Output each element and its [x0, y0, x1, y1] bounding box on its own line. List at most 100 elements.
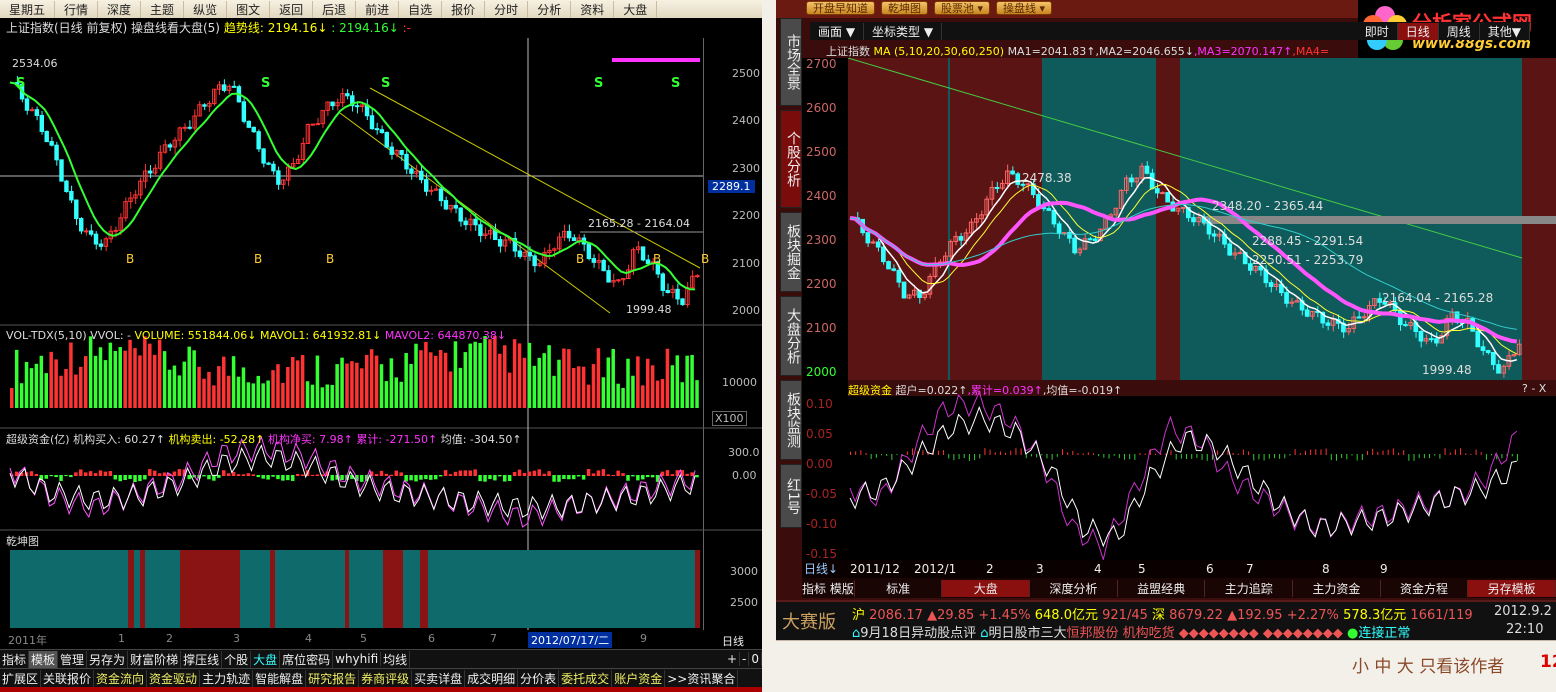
fund-bar: [212, 475, 216, 481]
info-tab[interactable]: 扩展区: [0, 669, 42, 687]
author-links[interactable]: 小 中 大 只看该作者: [1352, 657, 1505, 677]
toolbar-item[interactable]: 其他▼: [1480, 22, 1530, 40]
top-button[interactable]: 股票池 ▾: [934, 1, 991, 15]
info-tab[interactable]: 关联报价: [41, 669, 95, 687]
template-tab[interactable]: 另存模板: [1468, 579, 1556, 597]
toolbar-item[interactable]: 画面 ▼: [810, 22, 865, 40]
tab-item[interactable]: 席位密码: [280, 650, 334, 668]
candle-body: [172, 139, 178, 148]
tab-item[interactable]: 指标: [0, 650, 30, 668]
candle-body: [212, 88, 217, 104]
candle-body: [927, 275, 933, 295]
info-tab[interactable]: 成交明细: [465, 669, 519, 687]
info-tab[interactable]: 主力轨迹: [200, 669, 254, 687]
candle-body: [906, 294, 912, 299]
menu-item[interactable]: 图文: [227, 0, 271, 18]
tab-item[interactable]: 模板: [29, 650, 59, 668]
vtab-5[interactable]: 红1号: [780, 464, 802, 528]
zoom-button[interactable]: -: [740, 652, 750, 666]
ind-bar: [1330, 454, 1332, 461]
vtab-2[interactable]: 板块掘金: [780, 212, 802, 292]
volume-bar: [458, 367, 463, 408]
menu-item[interactable]: 深度: [98, 0, 142, 18]
template-tab[interactable]: 指标 模版: [802, 579, 855, 597]
tab-item[interactable]: 另存为: [87, 650, 129, 668]
tab-item[interactable]: 财富阶梯: [128, 650, 182, 668]
ind-bar: [870, 454, 872, 460]
tab-item[interactable]: 均线: [381, 650, 411, 668]
fund-title: 超级资金(亿) 机构买入: 60.27↑ 机构卖出: -52.28↑ 机构净买:…: [6, 433, 522, 446]
candle-body: [79, 218, 84, 232]
ind-bar: [1315, 449, 1317, 455]
candle-body: [1196, 217, 1202, 223]
template-tab[interactable]: 深度分析: [1030, 579, 1118, 597]
menu-item[interactable]: 纵览: [184, 0, 228, 18]
info-tab[interactable]: 智能解盘: [253, 669, 307, 687]
candle-body: [675, 288, 680, 300]
menu-item[interactable]: 后退: [313, 0, 357, 18]
candle-body: [438, 188, 444, 202]
period-label[interactable]: 日线: [722, 635, 744, 648]
info-tab[interactable]: 资金驱动: [147, 669, 201, 687]
info-tab[interactable]: 分价表: [518, 669, 560, 687]
menu-item[interactable]: 分析: [528, 0, 572, 18]
menu-item[interactable]: 大盘: [614, 0, 658, 18]
template-tab[interactable]: 资金方程: [1381, 579, 1469, 597]
info-tab[interactable]: 买卖详盘: [412, 669, 466, 687]
tab-item[interactable]: 撑压线: [181, 650, 223, 668]
candle-body: [74, 199, 79, 220]
volume-bar: [217, 366, 221, 408]
volume-bar: [473, 341, 477, 408]
menu-item[interactable]: 前进: [356, 0, 400, 18]
menu-item[interactable]: 报价: [442, 0, 486, 18]
status-time: 22:10: [1506, 622, 1544, 637]
info-tab[interactable]: 研究报告: [306, 669, 360, 687]
zoom-button[interactable]: +: [725, 652, 741, 666]
toolbar-item[interactable]: 坐标类型 ▼: [864, 22, 943, 40]
candle-body: [1511, 353, 1517, 357]
menu-item[interactable]: 星期五: [0, 0, 56, 18]
template-tab[interactable]: 标准: [855, 579, 943, 597]
volume-bar: [685, 355, 689, 408]
menu-item[interactable]: 返回: [270, 0, 314, 18]
menu-item[interactable]: 主题: [141, 0, 185, 18]
tab-item[interactable]: 管理: [58, 650, 88, 668]
info-tab[interactable]: 券商评级: [359, 669, 413, 687]
indicator-controls[interactable]: ? - X: [1522, 382, 1547, 395]
template-tab[interactable]: 主力资金: [1293, 579, 1381, 597]
top-button[interactable]: 操盘线 ▾: [996, 1, 1053, 15]
zoom-button[interactable]: 0: [749, 652, 762, 666]
menu-item[interactable]: 自选: [399, 0, 443, 18]
news-ticker[interactable]: ⌂9月18日异动股点评 ⌂明日股市三大恒邦股份 机构吃货 ◆◆◆◆◆◆◆◆ ◆◆…: [852, 626, 1411, 641]
tab-item[interactable]: 大盘: [251, 650, 281, 668]
menu-item[interactable]: 行情: [55, 0, 99, 18]
ind-bar: [1516, 454, 1518, 461]
vtab-1[interactable]: 个股分析: [780, 110, 802, 208]
ind-bar: [958, 454, 960, 460]
info-tab[interactable]: >>资讯聚合: [665, 669, 739, 687]
candle-body: [295, 158, 301, 164]
toolbar-item[interactable]: 日线: [1397, 22, 1439, 40]
info-tab[interactable]: 委托成交: [559, 669, 613, 687]
candle-body: [537, 263, 542, 267]
left-charts[interactable]: B B B B B B S S S S S: [0, 38, 762, 630]
right-charts[interactable]: 2700 2600 2500 2400 2300 2200 2100 2000 0.10 0.05…: [802, 58, 1556, 578]
info-tab[interactable]: 账户资金: [612, 669, 666, 687]
candle-body: [865, 232, 871, 244]
top-button[interactable]: 开盘早知道: [806, 1, 875, 15]
info-tab[interactable]: 资金流向: [94, 669, 148, 687]
template-tab[interactable]: 主力追踪: [1205, 579, 1294, 597]
vtab-3[interactable]: 大盘分析: [780, 296, 802, 376]
vtab-4[interactable]: 板块监测: [780, 380, 802, 460]
tab-item[interactable]: whyhifi: [333, 652, 382, 666]
menu-item[interactable]: 分时: [485, 0, 529, 18]
top-button[interactable]: 乾坤图: [881, 1, 928, 15]
toolbar-item[interactable]: 即时: [1357, 22, 1398, 40]
volume-bar: [374, 355, 379, 408]
vtab-0[interactable]: 市场全景: [780, 18, 802, 106]
template-tab[interactable]: 益盟经典: [1118, 579, 1206, 597]
template-tab[interactable]: 大盘: [942, 579, 1031, 597]
toolbar-item[interactable]: 周线: [1439, 22, 1480, 40]
tab-item[interactable]: 个股: [222, 650, 252, 668]
menu-item[interactable]: 资料: [571, 0, 615, 18]
